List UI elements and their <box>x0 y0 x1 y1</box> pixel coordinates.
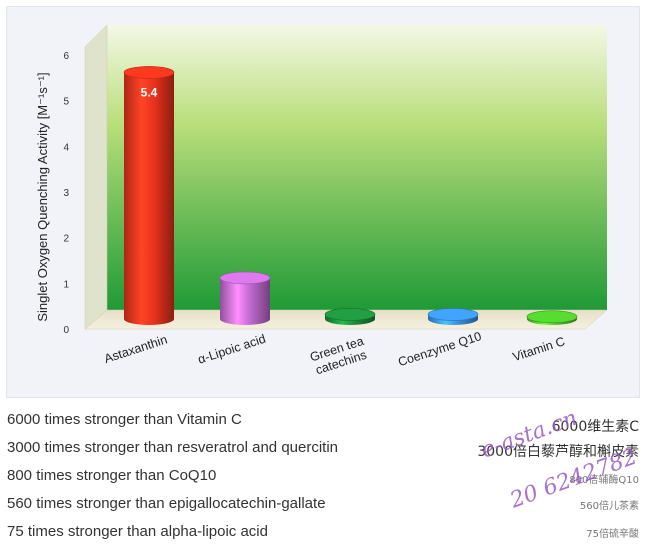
y-axis-label: Singlet Oxygen Quenching Activity [M⁻¹s⁻… <box>35 72 50 321</box>
bar-top <box>219 271 271 285</box>
y-tick-label: 4 <box>63 142 69 153</box>
bar-coenzyme-q10 <box>427 308 479 325</box>
cn-label-catechin: 560倍儿茶素 <box>579 501 639 512</box>
bar-top <box>123 66 175 79</box>
statement-egcg: 560 times stronger than epigallocatechin… <box>7 495 326 512</box>
bar-chart: 0 1 2 3 4 5 6 Singlet Oxygen Quenching Activity… <box>35 24 608 378</box>
x-category-label: Vitamin C <box>511 334 567 364</box>
bar-vitamin-c <box>526 310 578 325</box>
bar-astaxanthin <box>123 66 175 326</box>
cn-label-coq10: 800倍辅酶Q10 <box>569 475 639 486</box>
bar-top <box>427 308 479 321</box>
bar--lipoic-acid <box>219 271 271 325</box>
statement-coq10: 800 times stronger than CoQ10 <box>7 467 217 484</box>
statement-alpha-lipoic: 75 times stronger than alpha-lipoic acid <box>7 523 268 540</box>
y-tick-label: 2 <box>63 234 69 245</box>
x-category-label: α-Lipoic acid <box>196 332 267 367</box>
y-tick-label: 5 <box>63 97 69 108</box>
y-tick-label: 0 <box>63 325 69 336</box>
bar-top <box>324 308 376 321</box>
y-tick-label: 1 <box>63 279 69 290</box>
chart-back-wall <box>107 25 607 310</box>
bar-value-label: 5.4 <box>141 85 158 99</box>
x-category-label: Coenzyme Q10 <box>396 329 483 369</box>
x-category-label: Astaxanthin <box>103 332 169 366</box>
cn-label-vitamin-c: 6000维生素C <box>551 419 639 435</box>
x-category-label: Green teacatechins <box>308 334 370 378</box>
chart-panel: 0 1 2 3 4 5 6 Singlet Oxygen Quenching Activity… <box>6 6 640 398</box>
chart-side-wall <box>84 24 108 330</box>
bar-green-tea-catechins <box>324 308 376 325</box>
y-tick-label: 6 <box>63 51 69 62</box>
statement-vitamin-c: 6000 times stronger than Vitamin C <box>7 411 242 428</box>
cn-label-lipoic: 75倍硫辛酸 <box>586 529 639 540</box>
bar-body <box>220 277 270 325</box>
cn-label-resveratrol: 3000倍白藜芦醇和槲皮素 <box>477 444 639 460</box>
bar-body <box>124 72 174 326</box>
bar-top <box>526 310 578 324</box>
statement-resveratrol: 3000 times stronger than resveratrol and… <box>7 439 339 456</box>
y-tick-label: 3 <box>63 188 69 199</box>
